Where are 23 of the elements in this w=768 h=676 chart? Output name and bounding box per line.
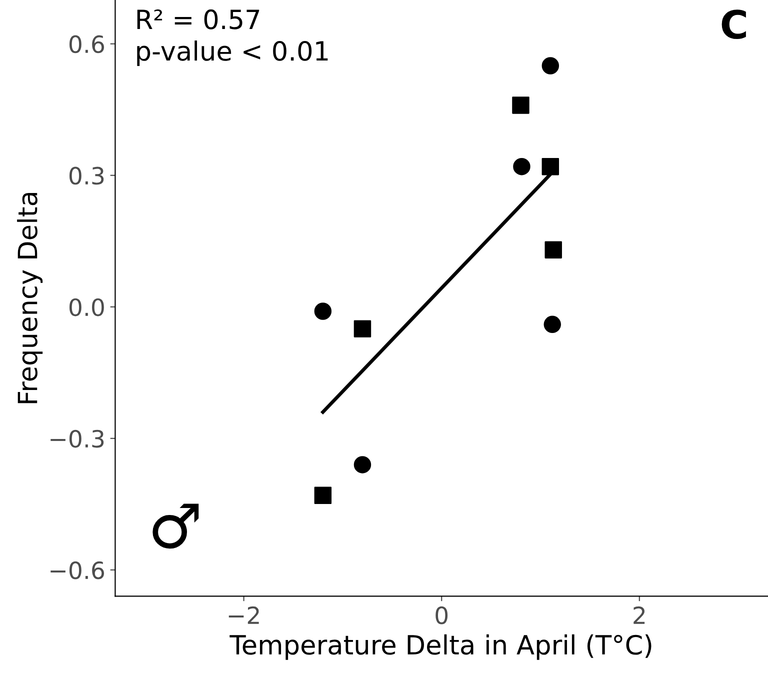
x-tick-label: −2 (228, 606, 259, 624)
y-tick-label: 0.6 (69, 35, 104, 54)
y-tick-label: −0.3 (50, 430, 104, 448)
point (544, 241, 562, 259)
y-axis-title: Frequency Delta (17, 192, 43, 404)
point (542, 57, 560, 74)
annotation: C (722, 10, 746, 40)
point (542, 158, 560, 176)
y-tick-label: −0.6 (50, 561, 104, 580)
point (544, 316, 561, 334)
annotation: R² = 0.57 p-value < 0.01 (137, 9, 328, 66)
x-axis-title: Temperature Delta in April (T°C) (230, 634, 652, 660)
point (354, 320, 372, 338)
x-tick-label: 0 (436, 606, 448, 624)
point (314, 302, 332, 320)
point (513, 158, 530, 176)
y-tick-label: 0.0 (69, 298, 104, 316)
y-tick-label: 0.3 (69, 166, 104, 185)
point (512, 96, 530, 114)
annotation: ♂ (152, 504, 199, 549)
point (314, 486, 332, 504)
x-tick-label: 2 (634, 606, 645, 624)
point (354, 456, 372, 474)
